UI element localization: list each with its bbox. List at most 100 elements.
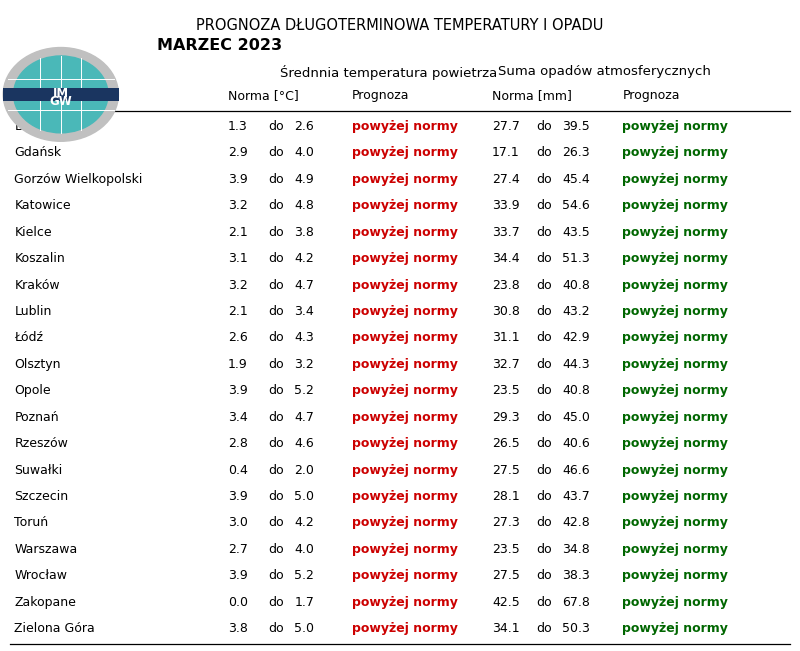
Text: powyżej normy: powyżej normy <box>352 331 458 344</box>
Text: do: do <box>536 464 552 477</box>
Text: 42.5: 42.5 <box>492 596 520 609</box>
Text: 27.7: 27.7 <box>492 120 520 133</box>
Text: do: do <box>536 252 552 265</box>
Text: do: do <box>536 279 552 292</box>
Text: Gorzów Wielkopolski: Gorzów Wielkopolski <box>14 173 142 186</box>
Circle shape <box>14 56 108 133</box>
Text: 3.4: 3.4 <box>294 305 314 318</box>
Text: 27.5: 27.5 <box>492 570 520 582</box>
Text: 3.9: 3.9 <box>228 490 248 503</box>
Text: 27.3: 27.3 <box>492 516 520 529</box>
Text: Prognoza: Prognoza <box>352 89 410 102</box>
Text: 4.2: 4.2 <box>294 516 314 529</box>
Text: powyżej normy: powyżej normy <box>352 305 458 318</box>
Text: 4.7: 4.7 <box>294 411 314 424</box>
Text: 32.7: 32.7 <box>492 358 520 371</box>
Text: Norma [°C]: Norma [°C] <box>228 89 298 102</box>
Text: powyżej normy: powyżej normy <box>622 252 728 265</box>
Text: 3.9: 3.9 <box>228 173 248 186</box>
Text: 3.8: 3.8 <box>228 622 248 635</box>
Text: Poznań: Poznań <box>14 411 59 424</box>
Text: 0.0: 0.0 <box>228 596 248 609</box>
Text: powyżej normy: powyżej normy <box>352 516 458 529</box>
Text: powyżej normy: powyżej normy <box>622 120 728 133</box>
Text: 5.0: 5.0 <box>294 490 314 503</box>
Text: do: do <box>268 570 284 582</box>
Text: powyżej normy: powyżej normy <box>352 437 458 450</box>
Text: Koszalin: Koszalin <box>14 252 65 265</box>
Text: do: do <box>268 252 284 265</box>
Text: do: do <box>536 331 552 344</box>
Text: do: do <box>536 516 552 529</box>
Text: Olsztyn: Olsztyn <box>14 358 61 371</box>
Text: do: do <box>268 411 284 424</box>
Text: Lublin: Lublin <box>14 305 52 318</box>
Text: 2.6: 2.6 <box>294 120 314 133</box>
Text: 45.4: 45.4 <box>562 173 590 186</box>
Text: powyżej normy: powyżej normy <box>622 543 728 556</box>
Text: do: do <box>536 543 552 556</box>
Text: powyżej normy: powyżej normy <box>622 490 728 503</box>
Text: powyżej normy: powyżej normy <box>622 358 728 371</box>
Text: 4.6: 4.6 <box>294 437 314 450</box>
Text: 40.8: 40.8 <box>562 384 590 397</box>
Text: powyżej normy: powyżej normy <box>352 199 458 212</box>
Text: 3.9: 3.9 <box>228 570 248 582</box>
Text: 45.0: 45.0 <box>562 411 590 424</box>
Text: 4.9: 4.9 <box>294 173 314 186</box>
Text: do: do <box>268 516 284 529</box>
Text: powyżej normy: powyżej normy <box>352 173 458 186</box>
Text: do: do <box>536 305 552 318</box>
Text: Wrocław: Wrocław <box>14 570 67 582</box>
Text: 4.2: 4.2 <box>294 252 314 265</box>
Text: 23.5: 23.5 <box>492 384 520 397</box>
Text: Kielce: Kielce <box>14 226 52 239</box>
Text: do: do <box>268 622 284 635</box>
Text: do: do <box>268 279 284 292</box>
Text: powyżej normy: powyżej normy <box>352 490 458 503</box>
Circle shape <box>3 48 118 141</box>
Text: 67.8: 67.8 <box>562 596 590 609</box>
Text: Toruń: Toruń <box>14 516 49 529</box>
Text: powyżej normy: powyżej normy <box>622 305 728 318</box>
Text: 3.2: 3.2 <box>228 279 248 292</box>
Text: powyżej normy: powyżej normy <box>622 570 728 582</box>
Text: 4.3: 4.3 <box>294 331 314 344</box>
Text: do: do <box>536 199 552 212</box>
Text: do: do <box>536 570 552 582</box>
Text: powyżej normy: powyżej normy <box>352 596 458 609</box>
Text: 42.8: 42.8 <box>562 516 590 529</box>
Text: Szczecin: Szczecin <box>14 490 69 503</box>
Text: 1.9: 1.9 <box>228 358 248 371</box>
Text: powyżej normy: powyżej normy <box>352 279 458 292</box>
Text: 38.3: 38.3 <box>562 570 590 582</box>
Text: powyżej normy: powyżej normy <box>622 199 728 212</box>
Text: powyżej normy: powyżej normy <box>622 384 728 397</box>
Text: 3.4: 3.4 <box>228 411 248 424</box>
Text: Kraków: Kraków <box>14 279 60 292</box>
Text: 46.6: 46.6 <box>562 464 590 477</box>
Text: 2.1: 2.1 <box>228 226 248 239</box>
FancyBboxPatch shape <box>2 88 119 101</box>
Text: 4.0: 4.0 <box>294 543 314 556</box>
Text: Norma [mm]: Norma [mm] <box>492 89 572 102</box>
Text: powyżej normy: powyżej normy <box>352 384 458 397</box>
Text: 3.8: 3.8 <box>294 226 314 239</box>
Text: do: do <box>536 437 552 450</box>
Text: do: do <box>536 384 552 397</box>
Text: 5.0: 5.0 <box>294 622 314 635</box>
Text: powyżej normy: powyżej normy <box>622 173 728 186</box>
Text: powyżej normy: powyżej normy <box>622 516 728 529</box>
Text: powyżej normy: powyżej normy <box>352 146 458 159</box>
Text: 40.8: 40.8 <box>562 279 590 292</box>
Text: 5.2: 5.2 <box>294 384 314 397</box>
Text: powyżej normy: powyżej normy <box>352 464 458 477</box>
Text: powyżej normy: powyżej normy <box>622 437 728 450</box>
Text: 2.8: 2.8 <box>228 437 248 450</box>
Text: powyżej normy: powyżej normy <box>622 464 728 477</box>
Text: 2.7: 2.7 <box>228 543 248 556</box>
Text: do: do <box>268 199 284 212</box>
Text: powyżej normy: powyżej normy <box>352 570 458 582</box>
Text: 1.7: 1.7 <box>294 596 314 609</box>
Text: do: do <box>268 543 284 556</box>
